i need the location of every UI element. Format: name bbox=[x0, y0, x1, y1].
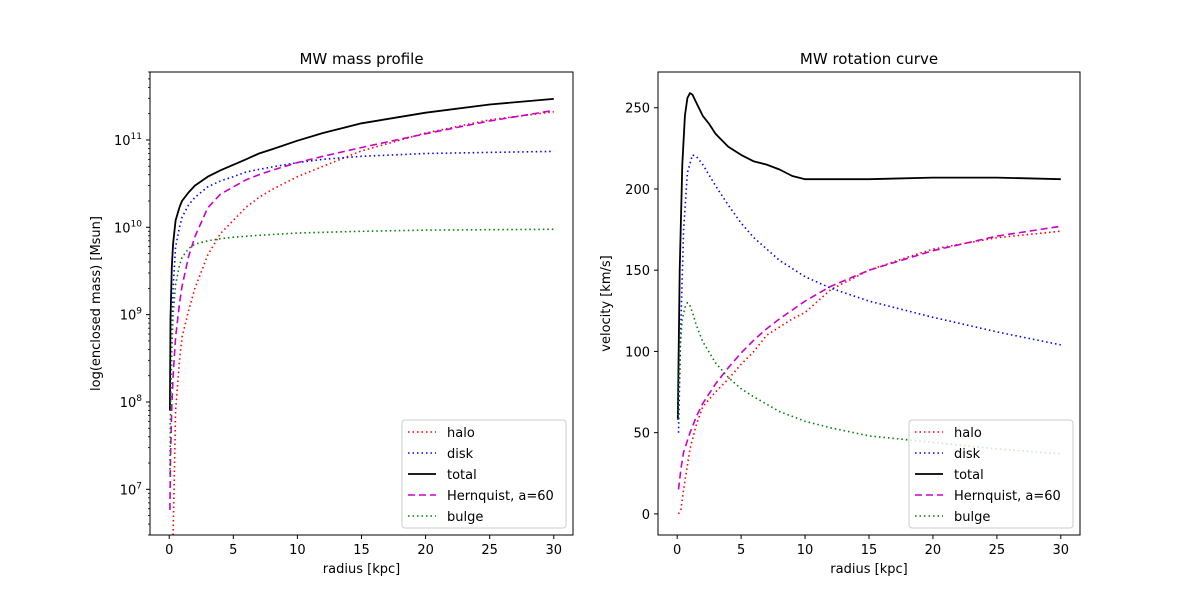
series-group bbox=[676, 92, 1061, 515]
x-tick-label: 5 bbox=[737, 543, 745, 558]
y-tick-base: 10 bbox=[120, 309, 137, 324]
y-tick-label: 50 bbox=[633, 427, 650, 442]
y-tick-label: 109 bbox=[120, 307, 143, 324]
y-tick-base: 10 bbox=[114, 221, 131, 236]
legend: halo disk total Hernquist, a=60 bulge bbox=[908, 419, 1074, 529]
y-tick-label: 1011 bbox=[114, 132, 142, 149]
y-tick-exponent: 7 bbox=[136, 481, 142, 491]
x-tick-label: 15 bbox=[353, 543, 370, 558]
y-tick-label: 108 bbox=[120, 394, 143, 411]
x-tick-label: 30 bbox=[1053, 543, 1070, 558]
series-line-hernquist-a-60 bbox=[169, 109, 554, 511]
x-tick-label: 0 bbox=[165, 543, 173, 558]
y-tick-label: 250 bbox=[625, 102, 650, 117]
y-tick-label: 1010 bbox=[114, 219, 142, 236]
y-tick-base: 10 bbox=[114, 134, 131, 149]
y-tick-label: 0 bbox=[642, 508, 650, 523]
legend-label: disk bbox=[447, 447, 474, 462]
y-tick-exponent: 9 bbox=[136, 307, 142, 317]
series-line-bulge bbox=[677, 301, 1061, 455]
x-tick-label: 20 bbox=[925, 543, 942, 558]
legend-label: halo bbox=[447, 426, 475, 441]
series-line-total bbox=[676, 92, 1061, 420]
legend-box bbox=[908, 419, 1074, 529]
y-tick-label: 107 bbox=[120, 481, 142, 498]
y-tick-label: 200 bbox=[625, 183, 650, 198]
x-tick-label: 25 bbox=[481, 543, 498, 558]
rotation-curve-panel: 0 5 10 15 20 25 30 0 50 100 150 200 250 MW rotation c… bbox=[599, 50, 1081, 577]
series-line-halo bbox=[172, 111, 554, 535]
x-tick-label: 30 bbox=[545, 543, 562, 558]
y-tick-exponent: 8 bbox=[136, 394, 142, 404]
chart-title: MW mass profile bbox=[299, 50, 423, 68]
x-axis-label: radius [kpc] bbox=[830, 562, 907, 577]
y-axis-label: log(enclosed mass) [Msun] bbox=[89, 216, 104, 391]
x-tick-label: 15 bbox=[861, 543, 878, 558]
legend: halo disk total Hernquist, a=60 bulge bbox=[401, 419, 567, 529]
series-line-disk bbox=[677, 154, 1061, 433]
chart-title: MW rotation curve bbox=[800, 50, 938, 68]
series-line-disk bbox=[169, 150, 554, 403]
y-tick-base: 10 bbox=[120, 483, 137, 498]
legend-label: Hernquist, a=60 bbox=[447, 489, 554, 504]
x-tick-label: 5 bbox=[229, 543, 237, 558]
y-tick-label: 150 bbox=[625, 264, 650, 279]
y-tick-base: 10 bbox=[120, 396, 137, 411]
legend-label: bulge bbox=[447, 510, 483, 525]
y-tick-exponent: 11 bbox=[131, 132, 142, 142]
series-line-bulge bbox=[169, 228, 554, 475]
legend-label: total bbox=[447, 468, 477, 483]
x-tick-label: 0 bbox=[673, 543, 681, 558]
series-group bbox=[169, 98, 554, 535]
legend-label: Hernquist, a=60 bbox=[954, 489, 1061, 504]
legend-label: total bbox=[954, 468, 984, 483]
legend-box bbox=[401, 419, 567, 529]
y-tick-label: 100 bbox=[625, 345, 650, 360]
x-tick-label: 10 bbox=[289, 543, 306, 558]
x-tick-label: 10 bbox=[797, 543, 814, 558]
x-tick-label: 25 bbox=[989, 543, 1006, 558]
x-axis-label: radius [kpc] bbox=[323, 562, 400, 577]
y-axis-label: velocity [km/s] bbox=[599, 255, 614, 351]
y-tick-exponent: 10 bbox=[131, 219, 143, 229]
legend-label: halo bbox=[954, 426, 982, 441]
legend-label: disk bbox=[954, 447, 981, 462]
legend-label: bulge bbox=[954, 510, 990, 525]
x-tick-label: 20 bbox=[417, 543, 434, 558]
series-line-total bbox=[169, 98, 554, 411]
